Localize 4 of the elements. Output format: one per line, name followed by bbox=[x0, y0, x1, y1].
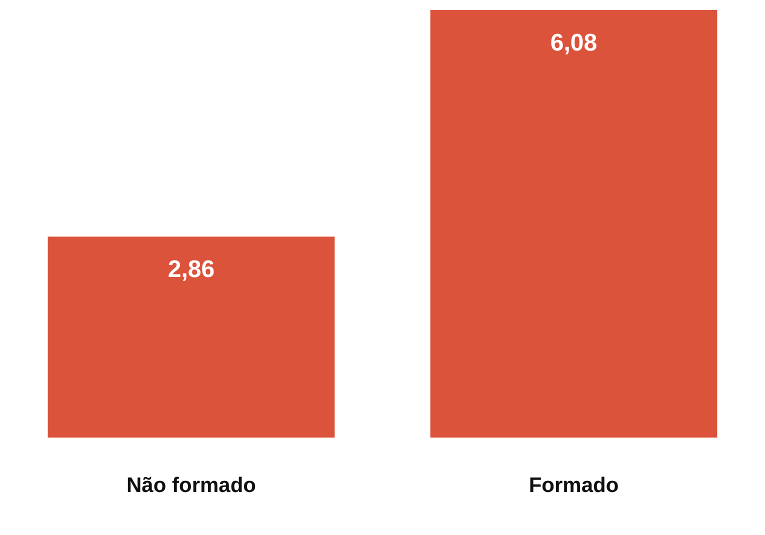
data-label: 6,08 bbox=[550, 30, 598, 57]
x-tick-label: Não formado bbox=[126, 474, 256, 498]
data-label: 2,86 bbox=[168, 256, 215, 284]
x-tick-label: Formado bbox=[528, 474, 619, 498]
